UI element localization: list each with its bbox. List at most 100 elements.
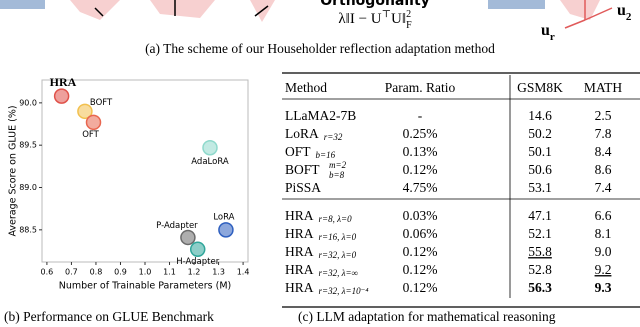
table: Method Param. Ratio GSM8K MATH LLaMA2-7B - 14.… — [282, 72, 640, 308]
vector-label: u2 — [617, 2, 632, 23]
column-header: GSM8K — [517, 80, 563, 95]
axis-arrow — [584, 7, 613, 21]
formula-part: U‖ — [391, 11, 406, 27]
method-name: OFT — [285, 144, 311, 159]
x-tick-label: 1.0 — [139, 268, 152, 277]
point — [202, 139, 218, 156]
value-cell: 0.12% — [403, 162, 438, 177]
method-name: HRA — [285, 280, 314, 295]
value-cell: 9.3 — [595, 280, 612, 295]
value-cell: 50.2 — [528, 126, 552, 141]
value-cell: 56.3 — [528, 280, 552, 295]
method-cell: OFT b=16 — [285, 144, 336, 160]
reflection-shape — [560, 0, 600, 20]
value-cell: 0.12% — [403, 280, 438, 295]
x-tick-label: 0.7 — [65, 268, 78, 277]
vector-line — [254, 5, 269, 17]
value-cell: 0.25% — [403, 126, 438, 141]
value-cell: 2.5 — [595, 108, 612, 123]
axis-arrow — [564, 19, 586, 29]
reflection-shape — [150, 0, 215, 18]
value-cell: 14.6 — [528, 108, 552, 123]
panel-shape — [0, 0, 45, 9]
y-axis-label: Average Score on GLUE (%) — [8, 105, 19, 236]
method-sub: b=8 — [329, 170, 345, 180]
x-tick-label: 1.4 — [237, 268, 250, 277]
value-cell: 0.03% — [403, 208, 438, 223]
vector-label: ur — [541, 22, 555, 43]
point — [85, 114, 102, 131]
scheme-heading: Orthogonality — [320, 0, 430, 9]
method-name: HRA — [285, 226, 314, 241]
method-sub: r=32, λ=∞ — [319, 268, 358, 278]
value-cell: 52.1 — [528, 226, 552, 241]
vector-sub: 2 — [626, 11, 632, 23]
column-header: Method — [285, 80, 327, 95]
method-sub: r=32, λ=10⁻⁴ — [319, 286, 369, 296]
method-name: LLaMA2-7B — [285, 108, 356, 123]
vector-base: u — [617, 2, 626, 19]
formula: λ‖I − U⊤U‖2 F — [338, 9, 412, 31]
method-sub: r=32, λ=0 — [319, 250, 357, 260]
method-cell: HRA r=32, λ=0 — [285, 244, 357, 260]
value-cell: 47.1 — [528, 208, 552, 223]
caption: (b) Performance on GLUE Benchmark — [4, 309, 214, 324]
caption: (a) The scheme of our Householder reflec… — [145, 41, 495, 56]
point — [53, 88, 70, 104]
method-cell: HRA r=32, λ=∞ — [285, 262, 358, 278]
value-cell: 53.1 — [528, 180, 552, 195]
method-cell: LLaMA2-7B — [285, 108, 356, 123]
value-cell: 9.2 — [595, 262, 612, 277]
value-cell: 9.0 — [595, 244, 612, 259]
method-name: HRA — [285, 262, 314, 277]
x-tick-label: 1.3 — [212, 268, 225, 277]
value-cell: 52.8 — [528, 262, 552, 277]
method-name: HRA — [285, 244, 314, 259]
formula-part: ⊤ — [382, 9, 391, 20]
caption: (c) LLM adaptation for mathematical reas… — [298, 309, 556, 324]
method-sub: r=8, λ=0 — [319, 214, 353, 224]
plot-frame — [41, 79, 249, 263]
method-name: BOFT — [285, 162, 320, 177]
y-tick-label: 90.0 — [19, 98, 37, 107]
value-cell: 8.6 — [595, 162, 612, 177]
value-cell: 0.13% — [403, 144, 438, 159]
y-tick-label: 89.0 — [19, 183, 37, 192]
value-cell: 0.06% — [403, 226, 438, 241]
point-label: HRA — [50, 75, 77, 89]
y-tick-label: 89.5 — [19, 141, 37, 150]
y-tick-label: 88.5 — [19, 225, 37, 234]
method-cell: PiSSA — [285, 180, 321, 195]
point-label: H-Adapter — [176, 257, 219, 267]
point — [218, 222, 234, 238]
scatter-chart: 0.6 0.7 0.8 0.9 1.0 1.1 1.2 1.3 1.4 88.5 89.0 89.5 9… — [8, 75, 250, 292]
value-cell: 50.6 — [528, 162, 552, 177]
value-cell: 0.12% — [403, 262, 438, 277]
value-cell: 6.6 — [595, 208, 612, 223]
value-cell: 7.4 — [595, 180, 612, 195]
point — [180, 229, 196, 246]
method-cell: LoRA r=32 — [285, 126, 343, 142]
method-sub: b=16 — [316, 150, 336, 160]
x-tick-label: 0.6 — [41, 268, 54, 277]
column-header: MATH — [584, 80, 623, 95]
method-name: HRA — [285, 208, 314, 223]
x-tick-label: 0.9 — [114, 268, 127, 277]
value-cell: 7.8 — [595, 126, 612, 141]
formula-part: F — [406, 20, 412, 31]
point-label: AdaLoRA — [191, 157, 229, 167]
panel-shape — [488, 0, 545, 9]
method-name: LoRA — [285, 126, 319, 141]
value-cell: - — [418, 108, 423, 123]
x-tick-label: 1.2 — [188, 268, 201, 277]
x-tick-label: 1.1 — [163, 268, 176, 277]
method-cell: HRA r=32, λ=10⁻⁴ — [285, 280, 368, 296]
x-axis-label: Number of Trainable Parameters (M) — [59, 281, 232, 292]
value-cell: 50.1 — [528, 144, 552, 159]
formula-part: 2 — [406, 9, 411, 20]
point-label: BOFT — [90, 98, 113, 108]
method-name: PiSSA — [285, 180, 321, 195]
method-sup: m=2 — [329, 160, 347, 170]
